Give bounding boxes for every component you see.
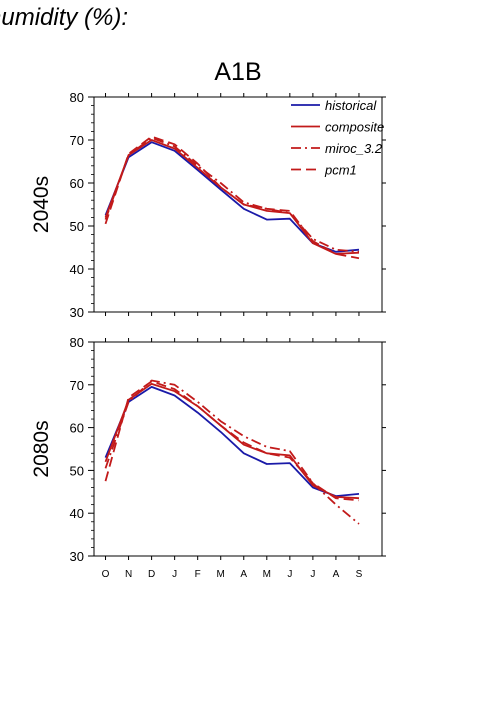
x-tick-label: D	[148, 569, 155, 580]
x-tick-label: M	[263, 569, 271, 580]
x-tick-label: J	[287, 569, 292, 580]
y-tick-label: 70	[70, 378, 84, 393]
legend-label: miroc_3.2	[325, 141, 383, 156]
y-tick-label: 80	[70, 90, 84, 105]
y-tick-label: 70	[70, 133, 84, 148]
legend-label: historical	[325, 98, 377, 113]
x-tick-label: J	[172, 569, 177, 580]
figure-title: humidity (%):	[0, 4, 129, 31]
x-tick-label: J	[310, 569, 315, 580]
panel-heading: A1B	[214, 58, 261, 86]
plot-frame-1	[93, 96, 383, 313]
series-line-miroc-3-2	[104, 379, 360, 525]
y-tick-label: 50	[70, 219, 84, 234]
x-tick-label: M	[217, 569, 225, 580]
y-tick-label: 30	[70, 549, 84, 564]
legend-label: pcm1	[324, 163, 357, 178]
row-label: 2040s	[30, 176, 53, 233]
series-line-composite	[104, 382, 360, 500]
x-tick-label: A	[240, 569, 247, 580]
y-tick-label: 40	[70, 262, 84, 277]
y-tick-label: 60	[70, 176, 84, 191]
series-line-miroc-3-2	[104, 136, 360, 253]
y-tick-label: 60	[70, 421, 84, 436]
row-label: 2080s	[30, 420, 53, 477]
y-tick-label: 80	[70, 335, 84, 350]
series-line-historical	[104, 385, 360, 498]
x-tick-label: F	[195, 569, 201, 580]
plot-frame-2	[93, 341, 383, 557]
series-line-pcm1	[104, 380, 360, 502]
y-tick-label: 30	[70, 305, 84, 320]
x-tick-label: N	[125, 569, 132, 580]
x-tick-label: A	[333, 569, 340, 580]
y-tick-label: 40	[70, 506, 84, 521]
x-tick-label: O	[102, 569, 110, 580]
series-line-pcm1	[104, 135, 360, 260]
legend-label: composite	[325, 120, 384, 135]
y-tick-label: 50	[70, 463, 84, 478]
x-tick-label: S	[356, 569, 363, 580]
